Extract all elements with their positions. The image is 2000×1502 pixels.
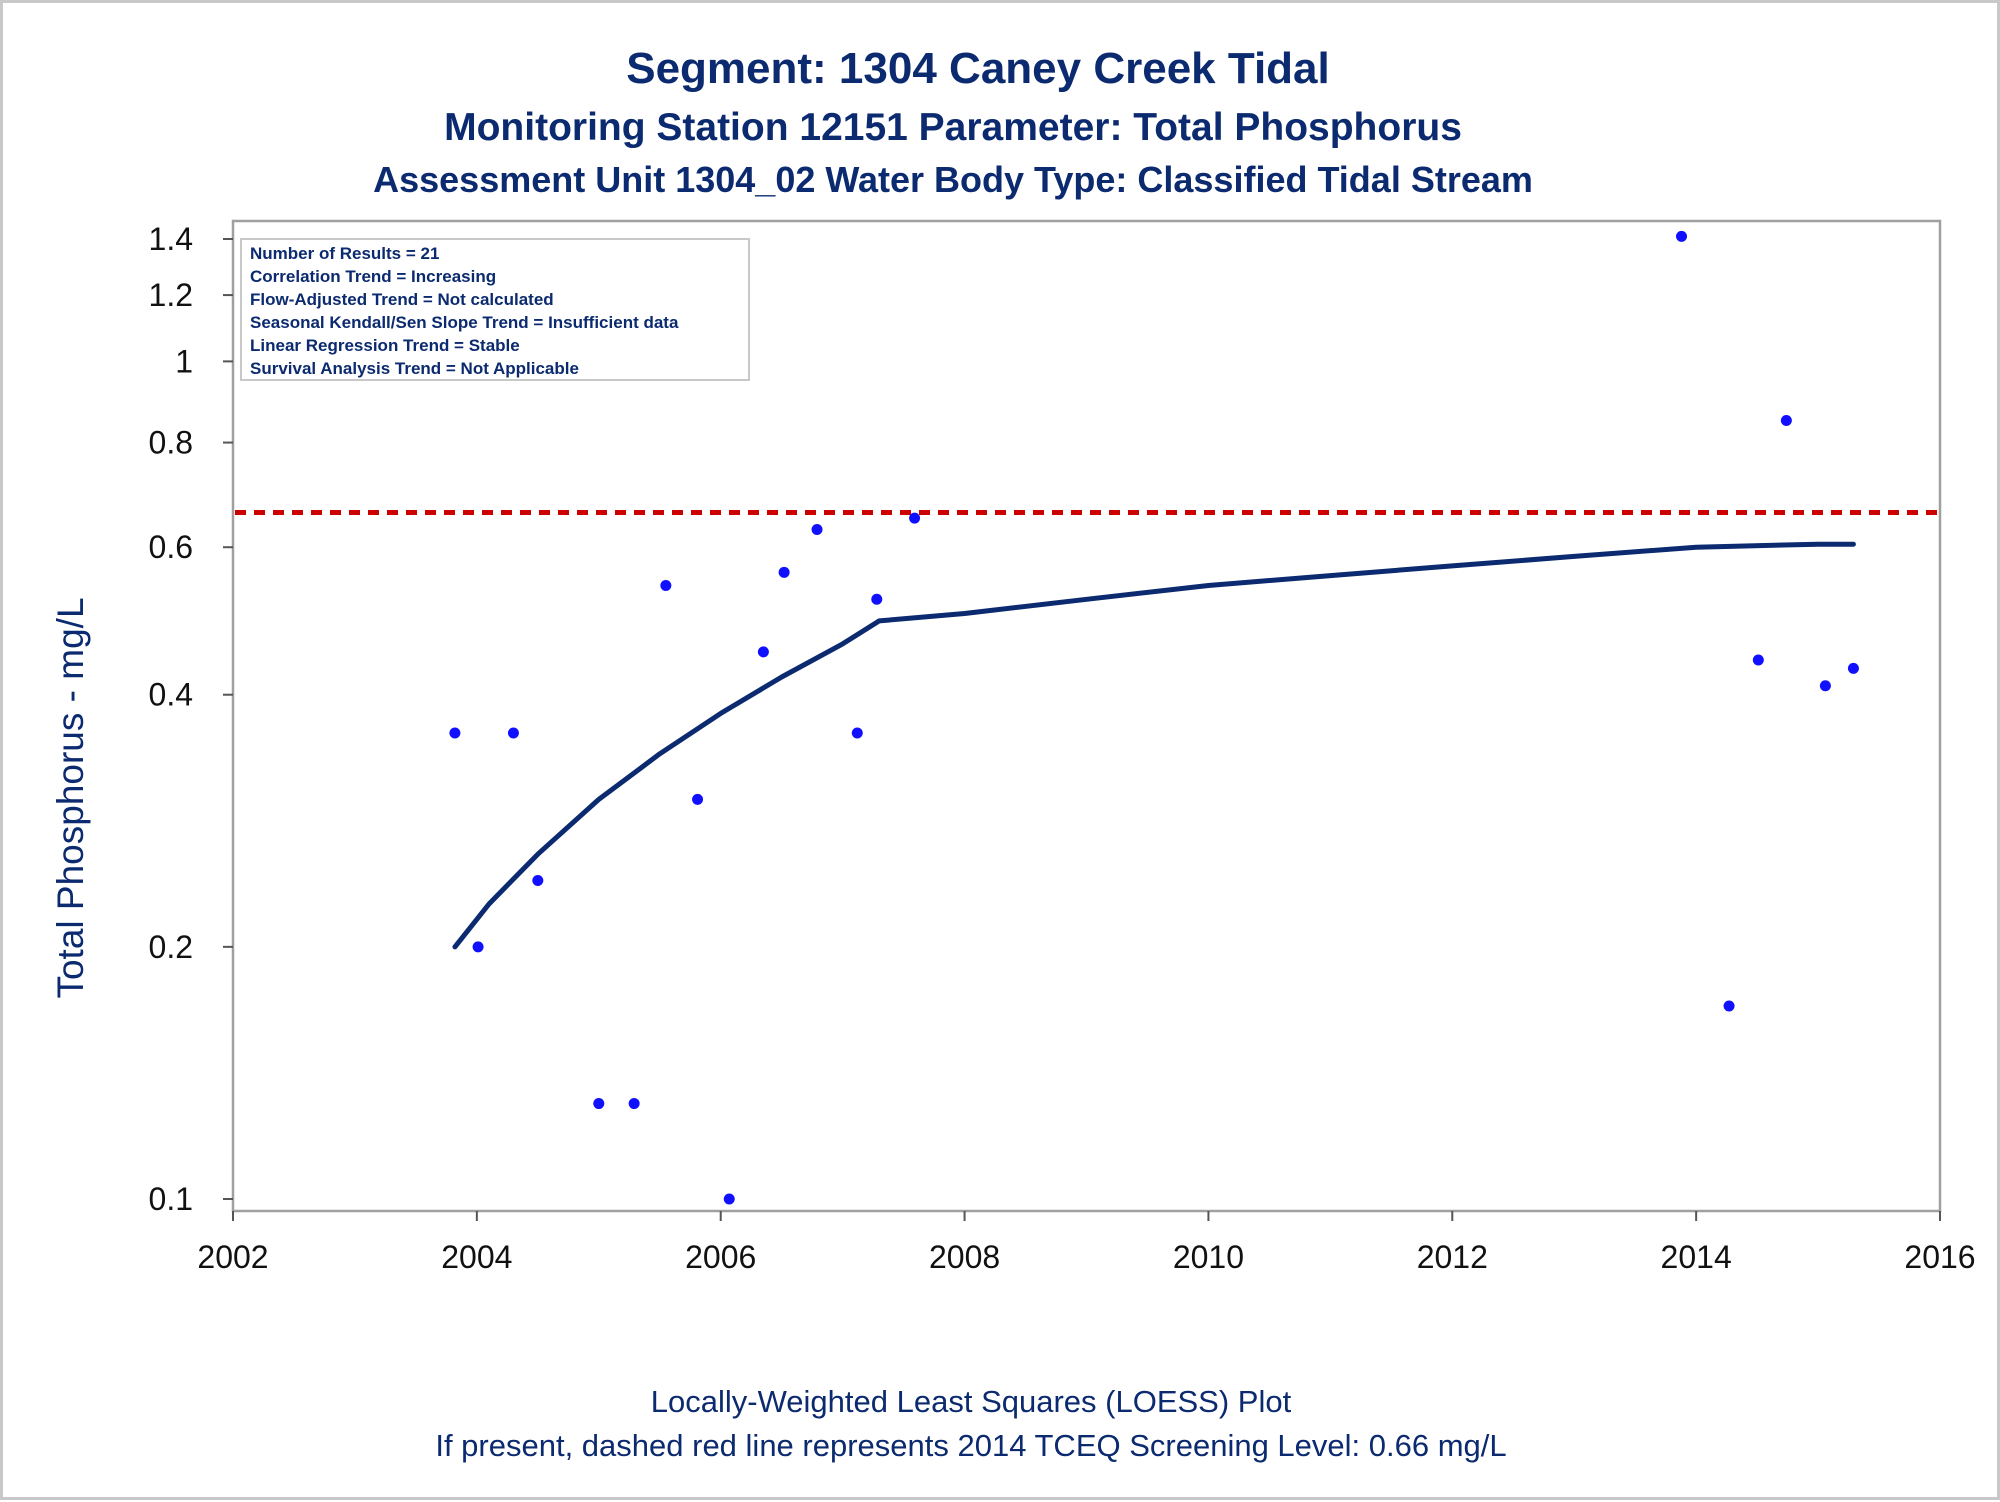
data-point (593, 1098, 605, 1110)
y-tick-label: 0.6 (149, 529, 193, 565)
chart-subtitle-station: Monitoring Station 12151 Parameter: Tota… (444, 106, 1462, 149)
loess-line (452, 541, 1856, 950)
x-tick-label: 2004 (441, 1239, 512, 1275)
data-point (1819, 680, 1831, 692)
data-point (1723, 1000, 1735, 1012)
x-tick-label: 2010 (1173, 1239, 1244, 1275)
chart-title: Segment: 1304 Caney Creek Tidal (626, 44, 1330, 93)
trend-info-box (240, 238, 750, 381)
data-point (757, 646, 769, 658)
trend-info-line: Number of Results = 21 (250, 244, 439, 263)
data-point (472, 941, 484, 953)
data-point (723, 1193, 735, 1205)
data-point (909, 512, 921, 524)
data-point (778, 566, 790, 578)
trend-info-line: Correlation Trend = Increasing (250, 267, 496, 286)
data-point (628, 1098, 640, 1110)
data-point (692, 793, 704, 805)
trend-info-line: Linear Regression Trend = Stable (250, 336, 520, 355)
data-point (1676, 230, 1688, 242)
y-tick-label: 1 (175, 343, 193, 379)
data-point (660, 580, 672, 592)
footnote-loess: Locally-Weighted Least Squares (LOESS) P… (651, 1384, 1292, 1419)
chart-subtitle-unit: Assessment Unit 1304_02 Water Body Type:… (373, 159, 1533, 200)
trend-info-line: Flow-Adjusted Trend = Not calculated (250, 290, 554, 309)
data-point (811, 523, 823, 535)
plot-border (231, 219, 1942, 1213)
x-tick-label: 2008 (929, 1239, 1000, 1275)
x-tick-label: 2006 (685, 1239, 756, 1275)
y-tick-label: 0.1 (149, 1181, 193, 1217)
data-point (449, 727, 461, 739)
data-point (1780, 415, 1792, 427)
x-tick-label: 2002 (197, 1239, 268, 1275)
data-point (532, 875, 544, 887)
y-tick-label: 0.8 (149, 425, 193, 461)
data-point (1847, 662, 1859, 674)
data-point (851, 727, 863, 739)
data-point (507, 727, 519, 739)
loess-chart: Segment: 1304 Caney Creek Tidal Monitori… (50, 44, 1976, 1463)
y-tick-label: 1.2 (149, 277, 193, 313)
x-tick-label: 2016 (1904, 1239, 1975, 1275)
data-point (871, 593, 883, 605)
y-tick-label: 0.2 (149, 929, 193, 965)
y-tick-label: 0.4 (149, 677, 193, 713)
data-point (1752, 654, 1764, 666)
plot-area: 2002 2004 2006 2008 2010 2012 2014 2016 0.1 0.2 0.… (149, 219, 1976, 1275)
x-tick-label: 2012 (1417, 1239, 1488, 1275)
footnote-screening: If present, dashed red line represents 2… (435, 1428, 1506, 1463)
trend-info-line: Survival Analysis Trend = Not Applicable (250, 359, 579, 378)
x-tick-label: 2014 (1661, 1239, 1732, 1275)
y-axis-label: Total Phosphorus - mg/L (50, 597, 91, 998)
trend-info-line: Seasonal Kendall/Sen Slope Trend = Insuf… (250, 313, 679, 332)
y-tick-label: 1.4 (149, 221, 193, 257)
